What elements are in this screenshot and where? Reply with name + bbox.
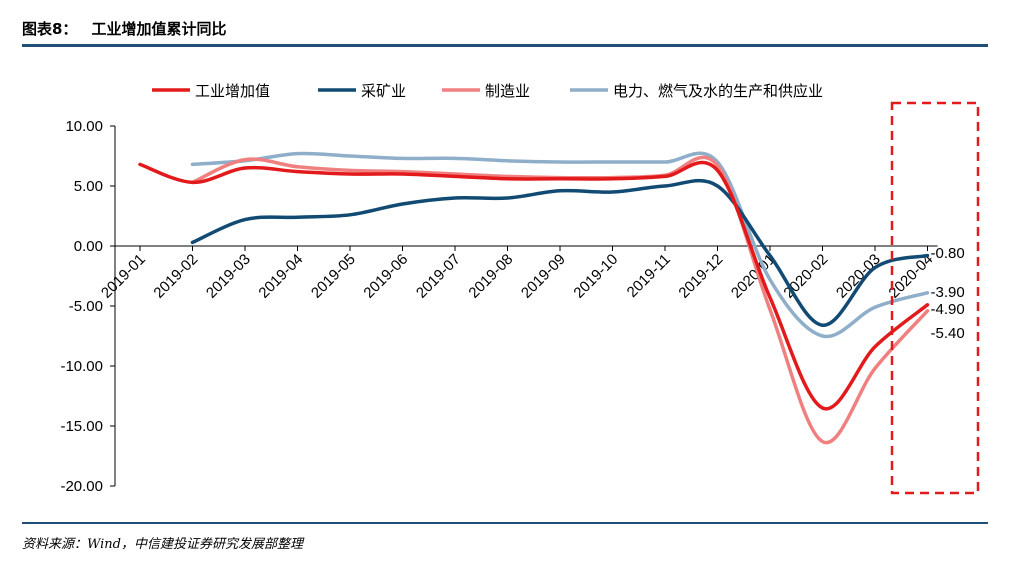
y-tick-label: 10.00 <box>65 118 103 135</box>
y-tick-label: -15.00 <box>60 418 103 435</box>
y-tick-label: -5.00 <box>69 298 103 315</box>
series-line-manufacturing <box>190 155 930 445</box>
top-divider <box>22 44 988 47</box>
series-line-mining <box>190 178 930 327</box>
x-tick-label: 2019-02 <box>150 251 201 302</box>
x-tick-label: 2019-11 <box>624 251 674 301</box>
x-tick-label: 2019-12 <box>675 251 726 302</box>
x-tick-label: 2019-04 <box>255 251 306 302</box>
figure-header: 图表8： 工业增加值累计同比 <box>22 18 226 39</box>
figure-label: 图表8： <box>22 20 78 38</box>
x-tick-label: 2020-02 <box>780 251 831 302</box>
x-tick-label: 2019-03 <box>203 251 254 302</box>
legend-label-utilities: 电力、燃气及水的生产和供应业 <box>613 82 823 100</box>
x-tick-label: 2019-01 <box>98 251 149 302</box>
source-note: 资料来源：Wind，中信建投证券研究发展部整理 <box>22 537 303 552</box>
end-labels: -0.80 -3.90-4.90 -5.40 <box>931 245 965 342</box>
x-tick-label: 2019-09 <box>518 251 569 302</box>
y-tick-label: 5.00 <box>74 178 103 195</box>
chart-title: 工业增加值累计同比 <box>91 20 227 38</box>
y-tick-label: 0.00 <box>74 238 103 255</box>
chart-legend: 工业增加值 采矿业 制造业 电力、燃气及水的生产和供应业 <box>152 82 823 100</box>
series-line-utilities <box>190 151 930 339</box>
end-label-utilities: -3.90 <box>931 284 965 301</box>
series-line-industrial-value-added <box>138 160 930 411</box>
chart-series <box>138 151 930 445</box>
bottom-divider <box>22 522 988 524</box>
end-label-industrial-value-added: -4.90 <box>931 301 965 318</box>
x-tick-label: 2019-08 <box>465 251 516 302</box>
x-tick-label: 2019-07 <box>413 251 464 302</box>
x-tick-label: 2019-06 <box>360 251 411 302</box>
end-label-mining: -0.80 <box>931 245 965 262</box>
legend-label-industrial-value-added: 工业增加值 <box>195 82 270 100</box>
highlight-box <box>890 101 980 495</box>
legend-label-manufacturing: 制造业 <box>485 82 530 100</box>
x-tick-label: 2019-10 <box>570 251 621 302</box>
legend-label-mining: 采矿业 <box>361 82 406 100</box>
y-tick-label: -10.00 <box>60 358 103 375</box>
x-tick-label: 2020-03 <box>833 251 884 302</box>
y-tick-label: -20.00 <box>60 478 103 495</box>
end-label-manufacturing: -5.40 <box>931 325 965 342</box>
x-tick-label: 2019-05 <box>308 251 359 302</box>
